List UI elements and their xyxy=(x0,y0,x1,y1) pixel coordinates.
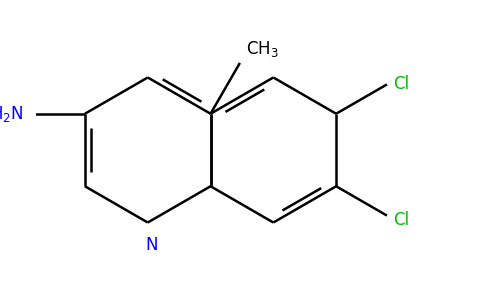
Text: Cl: Cl xyxy=(393,211,409,229)
Text: H$_2$N: H$_2$N xyxy=(0,104,23,124)
Text: Cl: Cl xyxy=(393,75,409,93)
Text: CH$_3$: CH$_3$ xyxy=(246,39,279,59)
Text: N: N xyxy=(146,236,158,254)
